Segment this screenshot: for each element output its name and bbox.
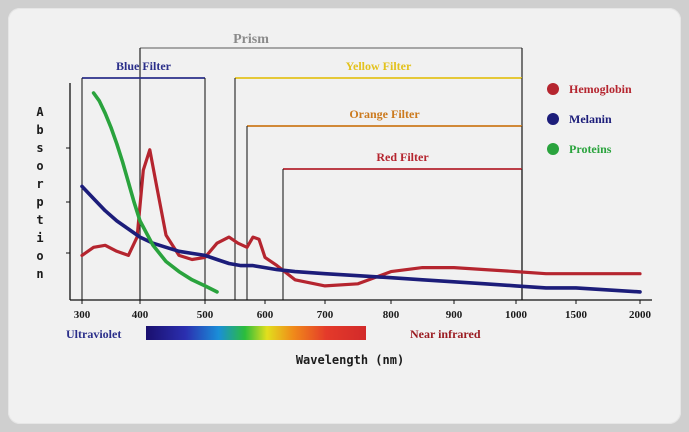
- legend-item-proteins: Proteins: [547, 142, 612, 156]
- axes: 300 400 500 600 700 800 900 1000 1500 2000: [66, 83, 652, 321]
- series-layer: [80, 91, 642, 294]
- legend: Hemoglobin Melanin Proteins: [547, 82, 632, 156]
- legend-swatch: [547, 143, 559, 155]
- series-proteins: [91, 91, 219, 294]
- y-axis-letter: i: [36, 231, 43, 245]
- filter-bands: Prism Blue Filter Yellow Filter Orange Filt…: [81, 32, 523, 300]
- filter-label: Blue Filter: [116, 59, 172, 73]
- x-tick-label: 500: [197, 309, 214, 321]
- legend-item-hemoglobin: Hemoglobin: [547, 82, 632, 96]
- x-tick-label: 400: [132, 309, 149, 321]
- x-tick-label: 1000: [505, 309, 528, 321]
- y-axis-letter: s: [36, 141, 43, 155]
- visible-spectrum-bar: [146, 326, 366, 340]
- filter-yellow-filter: Yellow Filter: [234, 59, 523, 300]
- legend-label: Hemoglobin: [569, 82, 632, 96]
- legend-label: Proteins: [569, 142, 612, 156]
- x-tick-label: 700: [317, 309, 334, 321]
- filter-label: Orange Filter: [349, 107, 420, 121]
- series-hemoglobin: [80, 148, 642, 288]
- filter-label: Yellow Filter: [346, 59, 412, 73]
- series-melanin: [80, 184, 642, 294]
- y-axis-letter: r: [36, 177, 43, 191]
- near-infrared-label: Near infrared: [410, 327, 481, 341]
- x-tick-label: 1500: [565, 309, 588, 321]
- x-tick-label: 300: [74, 309, 91, 321]
- y-axis-letter: p: [36, 195, 43, 209]
- filter-orange-filter: Orange Filter: [246, 107, 523, 300]
- x-axis-title: Wavelength (nm): [296, 353, 404, 367]
- x-tick-label: 2000: [629, 309, 652, 321]
- x-tick-label: 900: [446, 309, 463, 321]
- y-axis-letter: t: [36, 213, 43, 227]
- legend-swatch: [547, 113, 559, 125]
- x-tick-label: 800: [383, 309, 400, 321]
- filter-label: Prism: [233, 32, 269, 47]
- ultraviolet-label: Ultraviolet: [66, 327, 121, 341]
- y-axis-letter: o: [36, 159, 43, 173]
- spectrum-bar-group: Ultraviolet Near infrared: [66, 326, 481, 341]
- y-axis-letter: b: [36, 123, 43, 137]
- legend-item-melanin: Melanin: [547, 112, 612, 126]
- y-axis-letter: o: [36, 249, 43, 263]
- legend-swatch: [547, 83, 559, 95]
- filter-label: Red Filter: [376, 150, 429, 164]
- x-tick-label: 600: [257, 309, 274, 321]
- filter-red-filter: Red Filter: [282, 150, 523, 300]
- legend-label: Melanin: [569, 112, 612, 126]
- y-axis-letter: A: [36, 105, 44, 119]
- y-axis-letter: n: [36, 267, 43, 281]
